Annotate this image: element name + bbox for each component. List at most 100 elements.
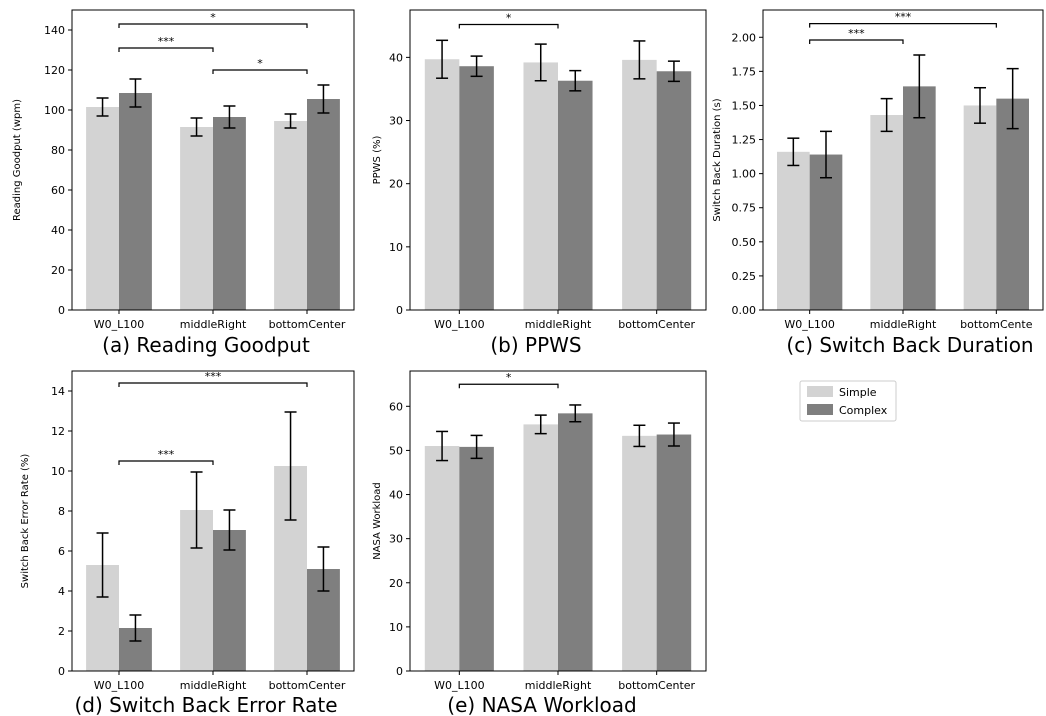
y-tick-label-8: 14 [51,385,65,398]
x-tick-label-2: middleRight [180,318,247,331]
y-tick-label-2: 2 [58,625,65,638]
y-tick-label-8: 140 [44,24,65,37]
significance-label-3: * [210,11,216,24]
bar-complex-1 [809,154,843,310]
y-tick-label-5: 1.00 [732,168,757,181]
y-tick-label-4: 60 [51,184,65,197]
significance-label-2: *** [895,11,912,24]
x-tick-label-2: middleRight [870,318,937,331]
y-axis-label: Switch Back Duration (s) [712,98,723,221]
x-tick-label-2: middleRight [180,679,247,692]
chart-panel-4: *** *** 0 2 4 6 8 10 12 14 W0_L100 middleRight botto… [20,370,355,716]
bar-simple-1 [777,151,810,310]
chart-panel-5: * 0 10 20 30 40 50 60 W0_L100 middleRight bottomCe… [372,370,707,716]
y-tick-label-3: 20 [389,577,403,590]
x-tick-label-1: W0_L100 [784,318,835,331]
significance-label-2: * [257,57,263,70]
y-tick-label-3: 20 [389,178,403,191]
x-tick-label-3: bottomCenter [618,679,695,692]
legend-swatch-complex [807,404,833,415]
x-tick-label-2: middleRight [525,679,592,692]
y-tick-label-2: 0.25 [732,270,757,283]
significance-bracket-1 [809,39,904,44]
y-tick-label-4: 0.75 [732,202,757,215]
bar-complex-2 [213,117,246,310]
y-tick-label-6: 10 [51,465,65,478]
chart-panel-3: *** *** 0.00 0.25 0.50 0.75 1.00 1.25 1.50 1.75 2.… [712,9,1044,357]
x-tick-label-3: bottomCenter [618,318,695,331]
bar-complex-1 [459,446,494,671]
x-tick-label-1: W0_L100 [94,679,145,692]
y-tick-label-4: 30 [389,533,403,546]
y-axis-label: NASA Workload [372,482,383,560]
legend-swatch-simple [807,386,833,397]
y-tick-label-1: 0 [58,304,65,317]
bar-complex-2 [903,86,936,310]
y-axis-label: Switch Back Error Rate (%) [20,454,31,589]
x-tick-label-2: middleRight [525,318,592,331]
significance-label-2: *** [205,370,222,383]
bar-complex-3 [307,99,340,310]
y-tick-label-7: 60 [389,400,403,413]
y-tick-label-5: 8 [58,505,65,518]
y-tick-label-4: 6 [58,545,65,558]
significance-bracket-2 [212,69,308,74]
y-tick-label-6: 100 [44,104,65,117]
bar-simple-2 [523,424,558,671]
bar-complex-2 [558,80,593,310]
chart-panel-2: * 0 10 20 30 40 W0_L100 middleRight bottomCenter… [372,9,707,357]
y-tick-label-1: 0 [396,304,403,317]
significance-bracket-1 [118,47,214,52]
y-tick-label-3: 0.50 [732,236,757,249]
x-tick-label-3: bottomCenter [269,679,346,692]
chart-caption: (d) Switch Back Error Rate [74,693,337,716]
legend: Simple Complex [799,380,897,422]
legend-label-simple: Simple [839,386,877,399]
y-tick-label-5: 40 [389,51,403,64]
y-tick-label-3: 40 [51,224,65,237]
x-tick-label-1: W0_L100 [434,318,485,331]
significance-label-1: * [506,371,512,384]
x-tick-label-1: W0_L100 [94,318,145,331]
y-tick-label-5: 80 [51,144,65,157]
y-axis-label: PPWS (%) [372,136,383,185]
legend-label-complex: Complex [839,404,888,417]
significance-bracket-2 [118,382,308,387]
y-tick-label-7: 12 [51,425,65,438]
bar-complex-1 [459,66,494,310]
y-axis-label: Reading Goodput (wpm) [12,99,23,221]
bar-simple-1 [86,107,119,310]
y-tick-label-9: 2.00 [732,31,757,44]
chart-caption: (a) Reading Goodput [102,333,310,357]
x-tick-label-3: bottomCenter [269,318,346,331]
bar-simple-3 [274,121,307,310]
bar-simple-2 [523,62,558,310]
bar-complex-2 [558,413,593,671]
y-tick-label-4: 30 [389,115,403,128]
y-tick-label-2: 10 [389,621,403,634]
y-tick-label-5: 40 [389,489,403,502]
y-tick-label-2: 20 [51,264,65,277]
chart-caption: (c) Switch Back Duration [786,333,1033,357]
bar-complex-3 [996,98,1029,311]
significance-label-1: *** [158,35,175,48]
bar-simple-2 [180,127,213,310]
significance-label-1: *** [848,27,865,40]
significance-bracket-1 [458,383,559,389]
significance-label-1: *** [158,448,175,461]
significance-bracket-2 [809,23,997,28]
chart-caption: (b) PPWS [490,333,581,357]
y-tick-label-6: 50 [389,444,403,457]
bar-simple-3 [963,105,997,310]
significance-bracket-1 [458,23,559,29]
bar-simple-3 [622,59,657,310]
bar-simple-1 [424,446,460,671]
y-tick-label-1: 0 [396,665,403,678]
significance-label-1: * [506,12,512,25]
y-tick-label-7: 1.50 [732,99,757,112]
bar-complex-1 [119,93,152,310]
y-tick-label-8: 1.75 [732,65,757,78]
